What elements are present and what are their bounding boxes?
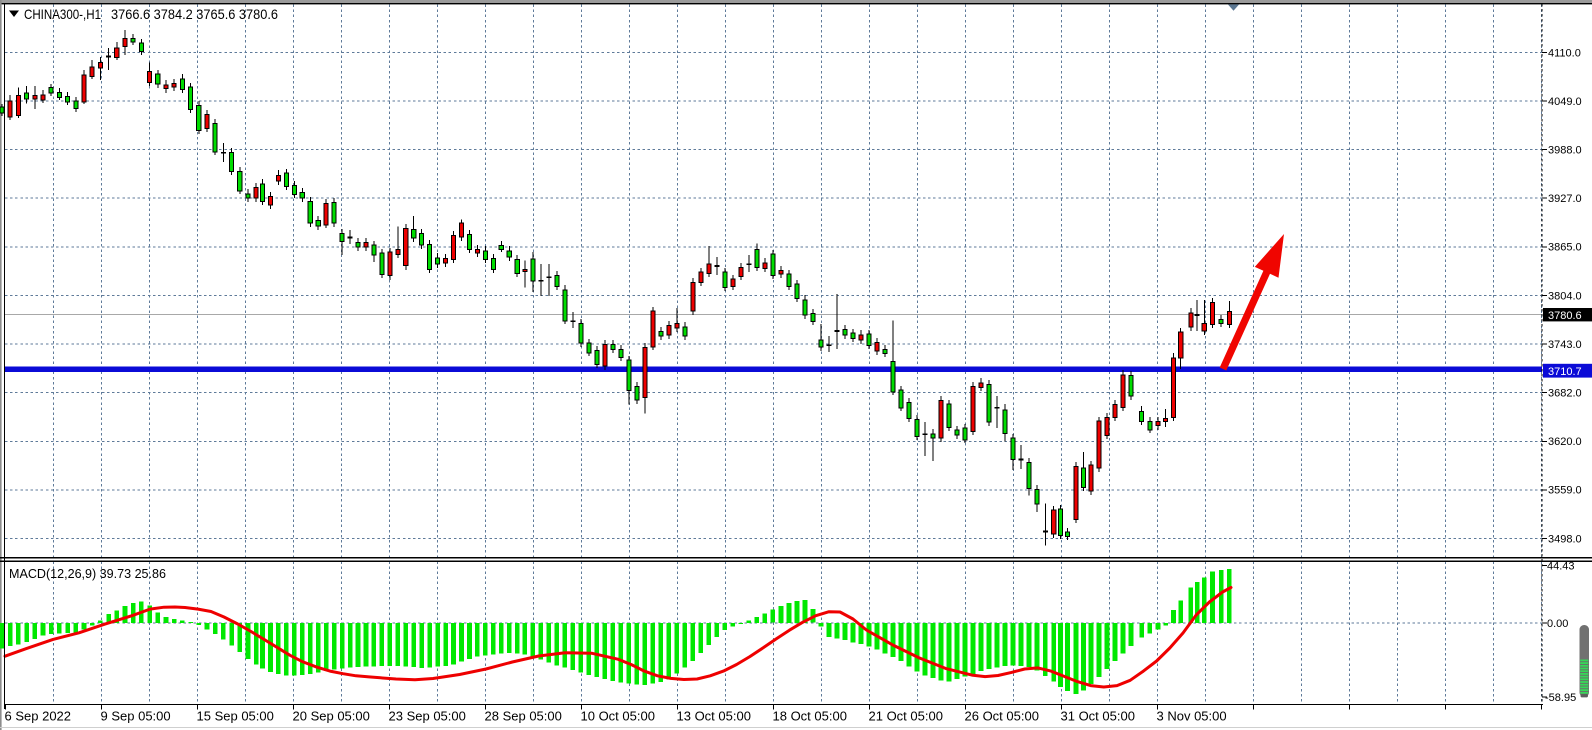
svg-text:15 Sep 05:00: 15 Sep 05:00	[197, 709, 274, 724]
svg-text:31 Oct 05:00: 31 Oct 05:00	[1061, 709, 1135, 724]
svg-text:3927.0: 3927.0	[1548, 193, 1582, 205]
svg-text:3559.0: 3559.0	[1548, 485, 1582, 497]
svg-text:0.00: 0.00	[1547, 618, 1568, 630]
svg-text:-58.95: -58.95	[1545, 692, 1576, 704]
svg-text:3804.0: 3804.0	[1548, 290, 1582, 302]
svg-text:6 Sep 2022: 6 Sep 2022	[5, 709, 72, 724]
svg-text:3620.0: 3620.0	[1548, 436, 1582, 448]
svg-text:9 Sep 05:00: 9 Sep 05:00	[101, 709, 171, 724]
svg-text:3865.0: 3865.0	[1548, 242, 1582, 254]
svg-text:CHINA300-,H1: CHINA300-,H1	[24, 6, 101, 22]
svg-text:3780.6: 3780.6	[1548, 310, 1582, 322]
svg-text:3988.0: 3988.0	[1548, 145, 1582, 157]
svg-text:21 Oct 05:00: 21 Oct 05:00	[869, 709, 943, 724]
svg-text:10 Oct 05:00: 10 Oct 05:00	[581, 709, 655, 724]
svg-text:3 Nov 05:00: 3 Nov 05:00	[1157, 709, 1227, 724]
svg-text:3682.0: 3682.0	[1548, 388, 1582, 400]
svg-text:3766.6 3784.2 3765.6 3780.6: 3766.6 3784.2 3765.6 3780.6	[111, 6, 278, 22]
svg-text:18 Oct 05:00: 18 Oct 05:00	[773, 709, 847, 724]
svg-text:3498.0: 3498.0	[1548, 533, 1582, 545]
svg-text:13 Oct 05:00: 13 Oct 05:00	[677, 709, 751, 724]
svg-text:3743.0: 3743.0	[1548, 339, 1582, 351]
svg-text:3710.7: 3710.7	[1548, 366, 1582, 378]
svg-text:20 Sep 05:00: 20 Sep 05:00	[293, 709, 370, 724]
svg-text:44.43: 44.43	[1547, 561, 1575, 573]
svg-text:4110.0: 4110.0	[1548, 47, 1581, 59]
svg-text:28 Sep 05:00: 28 Sep 05:00	[485, 709, 562, 724]
svg-text:23 Sep 05:00: 23 Sep 05:00	[389, 709, 466, 724]
svg-text:MACD(12,26,9) 39.73 25.86: MACD(12,26,9) 39.73 25.86	[9, 566, 166, 581]
svg-text:4049.0: 4049.0	[1548, 96, 1582, 108]
svg-text:26 Oct 05:00: 26 Oct 05:00	[965, 709, 1039, 724]
